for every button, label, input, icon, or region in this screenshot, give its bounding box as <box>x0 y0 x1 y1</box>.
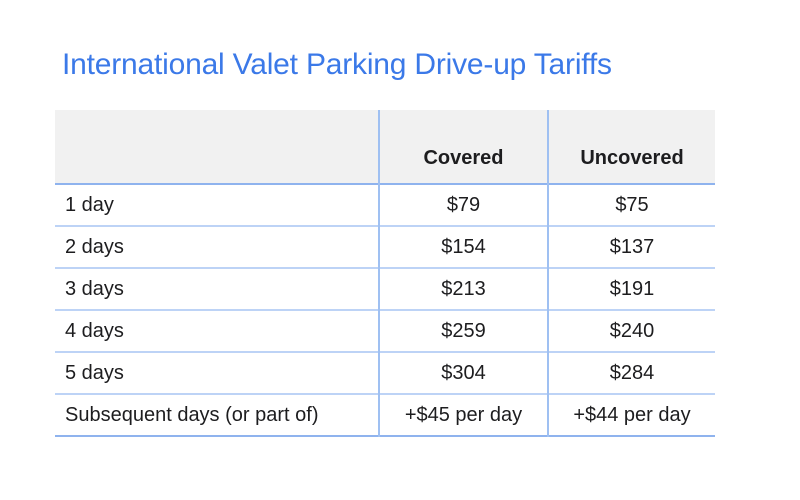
covered-value: $304 <box>378 352 548 394</box>
table-row: 3 days $213 $191 <box>55 268 715 310</box>
uncovered-value: $191 <box>547 268 715 310</box>
row-label: 3 days <box>65 277 124 300</box>
column-header-covered: Covered <box>378 110 548 184</box>
row-label: 5 days <box>65 361 124 384</box>
uncovered-value: $284 <box>547 352 715 394</box>
table-row: 4 days $259 $240 <box>55 310 715 352</box>
row-label: 1 day <box>65 193 114 216</box>
tariffs-table: Covered Uncovered 1 day $79 $75 2 days $… <box>55 110 715 437</box>
column-header-uncovered: Uncovered <box>547 110 715 184</box>
row-label: 2 days <box>65 235 124 258</box>
column-header-blank <box>55 110 379 184</box>
uncovered-value: $137 <box>547 226 715 268</box>
page-title: International Valet Parking Drive-up Tar… <box>62 48 612 81</box>
covered-value: $79 <box>378 184 548 226</box>
uncovered-value: $75 <box>547 184 715 226</box>
table-row: 5 days $304 $284 <box>55 352 715 394</box>
covered-value: +$45 per day <box>378 394 548 436</box>
table-row: 1 day $79 $75 <box>55 184 715 226</box>
row-label: Subsequent days (or part of) <box>65 403 319 426</box>
covered-value: $213 <box>378 268 548 310</box>
covered-value: $259 <box>378 310 548 352</box>
table-row: Subsequent days (or part of) +$45 per da… <box>55 394 715 436</box>
covered-value: $154 <box>378 226 548 268</box>
table-row: 2 days $154 $137 <box>55 226 715 268</box>
header-row: Covered Uncovered <box>55 110 715 184</box>
row-label: 4 days <box>65 319 124 342</box>
uncovered-value: $240 <box>547 310 715 352</box>
uncovered-value: +$44 per day <box>547 394 715 436</box>
